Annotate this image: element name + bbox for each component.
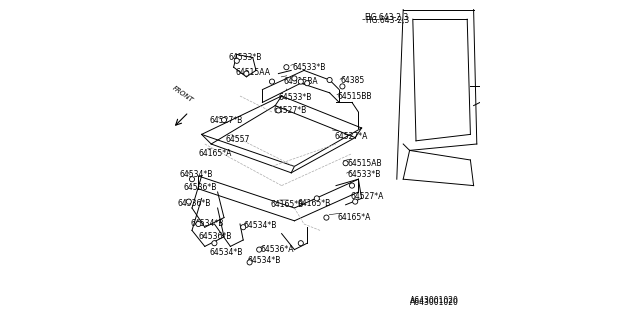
Text: 64534*B: 64534*B <box>179 170 212 179</box>
Text: A643001020: A643001020 <box>410 296 458 305</box>
Text: A643001020: A643001020 <box>410 298 458 307</box>
Circle shape <box>269 79 275 84</box>
Circle shape <box>292 76 297 81</box>
Circle shape <box>189 177 195 182</box>
Text: 64165*A: 64165*A <box>198 149 232 158</box>
Circle shape <box>241 225 246 230</box>
Text: 64515BA: 64515BA <box>283 77 318 86</box>
Circle shape <box>257 247 262 252</box>
Text: 64165*B: 64165*B <box>270 200 303 209</box>
Text: 64385: 64385 <box>340 76 365 84</box>
Text: 64527*B: 64527*B <box>274 106 307 115</box>
Text: 64165*A: 64165*A <box>338 213 371 222</box>
Circle shape <box>284 65 289 70</box>
Circle shape <box>298 241 303 246</box>
Circle shape <box>186 199 191 204</box>
Text: FRONT: FRONT <box>171 85 194 104</box>
Circle shape <box>305 81 310 86</box>
Text: 64533*B: 64533*B <box>292 63 326 72</box>
Text: 64515AB: 64515AB <box>347 159 382 168</box>
Text: 64533*B: 64533*B <box>229 53 262 62</box>
Circle shape <box>212 241 217 246</box>
Text: 64536*A: 64536*A <box>261 245 294 254</box>
Text: 64534*B: 64534*B <box>210 248 243 257</box>
Circle shape <box>349 183 355 188</box>
Text: 64536*B: 64536*B <box>184 183 218 192</box>
Text: 64557: 64557 <box>226 135 250 144</box>
Circle shape <box>247 260 252 265</box>
Text: 64534*B: 64534*B <box>191 220 224 228</box>
Circle shape <box>340 84 345 89</box>
Circle shape <box>234 58 239 63</box>
Text: 64536*B: 64536*B <box>178 199 211 208</box>
Circle shape <box>314 196 319 201</box>
Circle shape <box>196 221 201 227</box>
Text: 64527*A: 64527*A <box>351 192 384 201</box>
Circle shape <box>353 199 358 204</box>
Text: 64533*B: 64533*B <box>278 93 312 102</box>
Text: 64534*B: 64534*B <box>243 221 276 230</box>
Circle shape <box>324 215 329 220</box>
Text: 64515AA: 64515AA <box>236 68 270 76</box>
Text: FIG.643-2,3: FIG.643-2,3 <box>364 13 408 22</box>
Circle shape <box>221 117 227 123</box>
Circle shape <box>298 79 303 84</box>
Text: 64534*B: 64534*B <box>248 256 282 265</box>
Text: 64515BB: 64515BB <box>338 92 372 100</box>
Circle shape <box>244 71 249 76</box>
Text: 64165*B: 64165*B <box>298 199 331 208</box>
Text: 64527*B: 64527*B <box>210 116 243 124</box>
Text: 64536*B: 64536*B <box>198 232 232 241</box>
Text: 64527*A: 64527*A <box>334 132 368 140</box>
Circle shape <box>327 77 332 83</box>
Circle shape <box>343 161 348 166</box>
Circle shape <box>276 108 281 113</box>
Text: FIG.643-2,3: FIG.643-2,3 <box>365 16 409 25</box>
Text: 64533*B: 64533*B <box>347 170 381 179</box>
